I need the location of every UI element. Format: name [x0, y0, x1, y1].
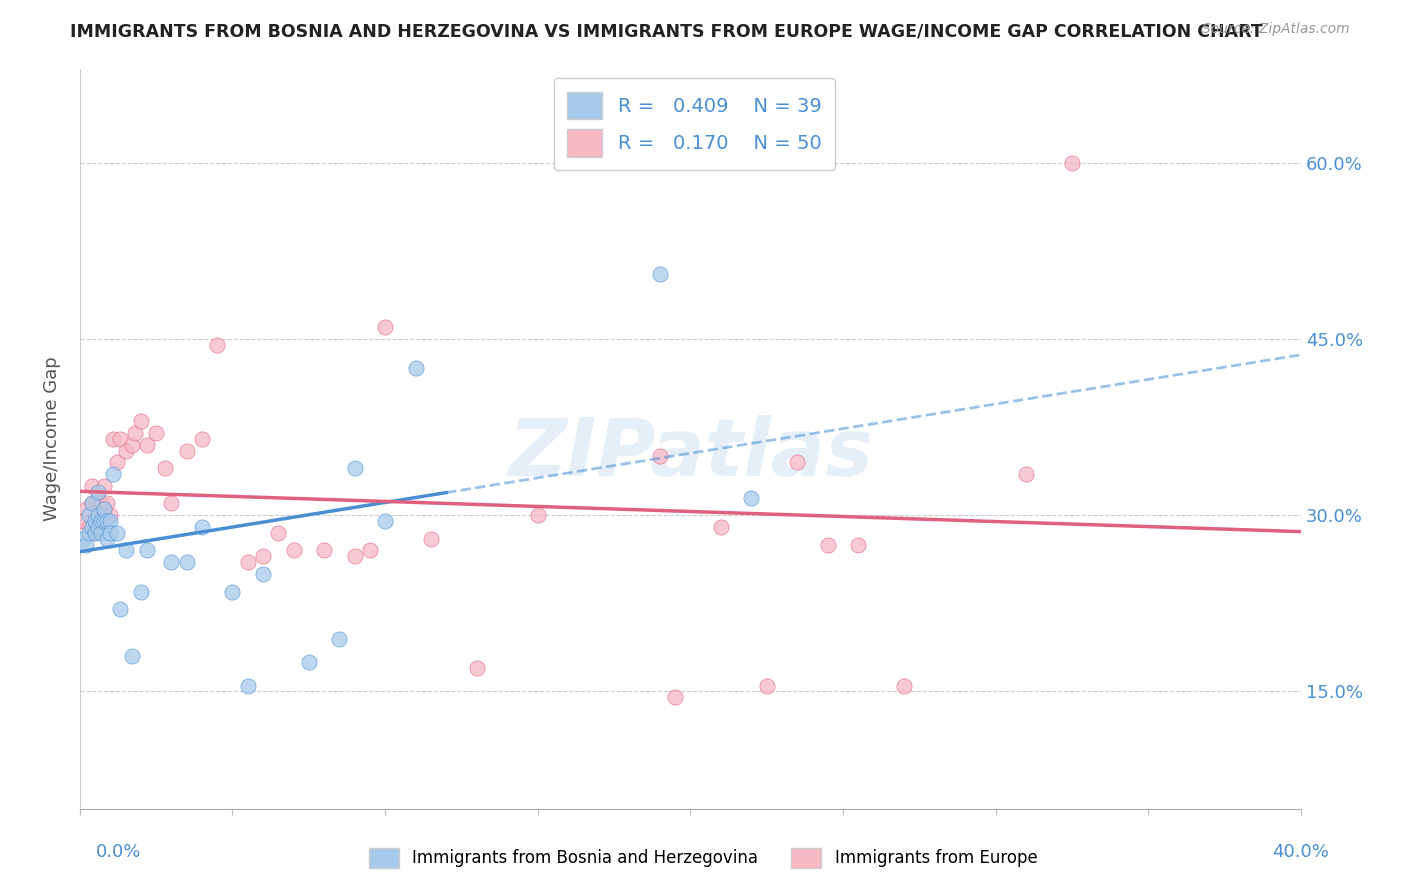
Point: [664, 690, 686, 705]
Point: [343, 549, 366, 564]
Point: [75, 537, 97, 551]
Point: [90, 496, 112, 510]
Point: [77, 520, 100, 534]
Legend: R =   0.409    N = 39, R =   0.170    N = 50: R = 0.409 N = 39, R = 0.170 N = 50: [554, 78, 835, 170]
Point: [236, 679, 259, 693]
Point: [93, 514, 115, 528]
Point: [93, 479, 115, 493]
Point: [755, 679, 778, 693]
Point: [328, 632, 350, 646]
Point: [80, 496, 103, 510]
Point: [176, 555, 198, 569]
Point: [710, 520, 733, 534]
Point: [129, 584, 152, 599]
Point: [893, 679, 915, 693]
Point: [105, 525, 128, 540]
Point: [786, 455, 808, 469]
Point: [136, 437, 159, 451]
Text: ZIPatlas: ZIPatlas: [508, 415, 873, 492]
Y-axis label: Wage/Income Gap: Wage/Income Gap: [44, 357, 60, 521]
Point: [191, 520, 214, 534]
Point: [77, 508, 100, 523]
Point: [84, 514, 107, 528]
Point: [108, 432, 131, 446]
Point: [87, 484, 110, 499]
Point: [176, 443, 198, 458]
Point: [136, 543, 159, 558]
Point: [343, 461, 366, 475]
Point: [90, 514, 112, 528]
Point: [96, 514, 118, 528]
Point: [465, 661, 488, 675]
Point: [108, 602, 131, 616]
Point: [80, 520, 103, 534]
Point: [405, 361, 427, 376]
Point: [84, 525, 107, 540]
Point: [96, 532, 118, 546]
Point: [84, 525, 107, 540]
Point: [75, 502, 97, 516]
Point: [103, 467, 125, 481]
Point: [648, 450, 671, 464]
Point: [236, 555, 259, 569]
Point: [817, 537, 839, 551]
Point: [207, 337, 229, 351]
Text: IMMIGRANTS FROM BOSNIA AND HERZEGOVINA VS IMMIGRANTS FROM EUROPE WAGE/INCOME GAP: IMMIGRANTS FROM BOSNIA AND HERZEGOVINA V…: [70, 22, 1263, 40]
Point: [80, 479, 103, 493]
Point: [124, 425, 146, 440]
Point: [77, 525, 100, 540]
Point: [252, 566, 274, 581]
Point: [374, 320, 396, 334]
Point: [87, 514, 110, 528]
Point: [648, 267, 671, 281]
Point: [80, 496, 103, 510]
Point: [114, 543, 136, 558]
Point: [374, 514, 396, 528]
Point: [359, 543, 381, 558]
Point: [93, 502, 115, 516]
Point: [846, 537, 869, 551]
Point: [283, 543, 305, 558]
Point: [114, 443, 136, 458]
Point: [90, 514, 112, 528]
Point: [121, 649, 143, 664]
Point: [84, 496, 107, 510]
Legend: Immigrants from Bosnia and Herzegovina, Immigrants from Europe: Immigrants from Bosnia and Herzegovina, …: [361, 841, 1045, 875]
Point: [160, 496, 183, 510]
Point: [419, 532, 441, 546]
Point: [526, 508, 548, 523]
Point: [87, 491, 110, 505]
Point: [252, 549, 274, 564]
Point: [100, 525, 122, 540]
Point: [90, 525, 112, 540]
Point: [155, 461, 177, 475]
Point: [145, 425, 167, 440]
Point: [72, 514, 94, 528]
Point: [740, 491, 762, 505]
Point: [1015, 467, 1038, 481]
Point: [312, 543, 335, 558]
Point: [87, 520, 110, 534]
Point: [96, 496, 118, 510]
Point: [191, 432, 214, 446]
Point: [93, 502, 115, 516]
Point: [103, 432, 125, 446]
Point: [100, 514, 122, 528]
Point: [121, 437, 143, 451]
Point: [87, 508, 110, 523]
Point: [1060, 155, 1083, 169]
Point: [100, 508, 122, 523]
Point: [267, 525, 290, 540]
Point: [221, 584, 243, 599]
Text: Source: ZipAtlas.com: Source: ZipAtlas.com: [1202, 22, 1350, 37]
Point: [160, 555, 183, 569]
Text: 40.0%: 40.0%: [1272, 843, 1329, 861]
Point: [129, 414, 152, 428]
Point: [298, 655, 321, 669]
Point: [105, 455, 128, 469]
Text: 0.0%: 0.0%: [96, 843, 141, 861]
Point: [72, 532, 94, 546]
